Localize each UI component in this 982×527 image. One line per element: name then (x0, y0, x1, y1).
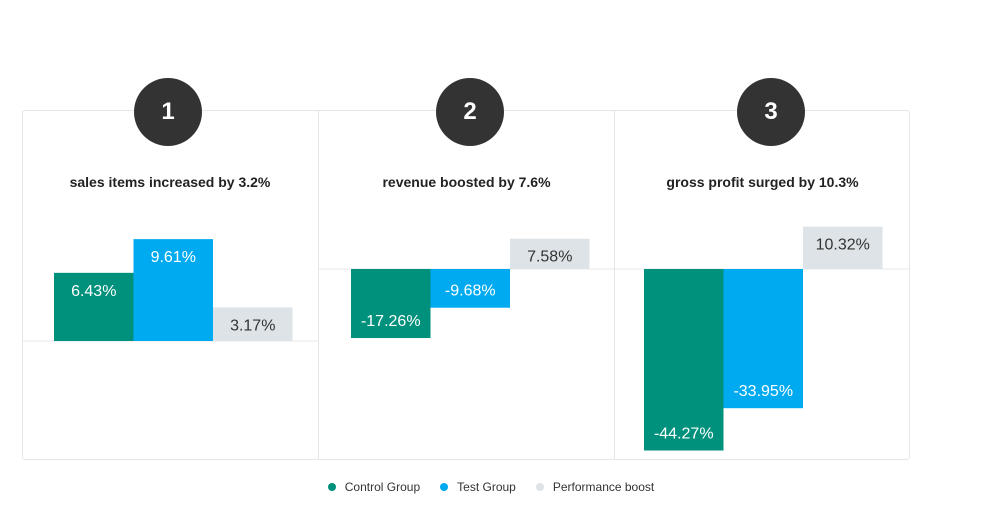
bar-2-control (351, 269, 431, 339)
legend-item-boost: Performance boost (535, 480, 655, 494)
legend-label-control: Control Group (344, 480, 421, 494)
bar-3-control (644, 269, 724, 451)
panel-title-3: gross profit surged by 10.3% (666, 174, 859, 190)
legend-label-test: Test Group (457, 480, 516, 494)
bar-label-1-control: 6.43% (71, 283, 116, 300)
panel-divider (318, 110, 319, 460)
panel-divider (614, 110, 615, 460)
bar-2-test (430, 269, 510, 308)
step-badge-2: 2 (436, 78, 504, 146)
legend-label-boost: Performance boost (552, 480, 655, 494)
legend-item-control: Control Group (327, 480, 421, 494)
bar-1-test (133, 239, 213, 341)
bar-1-boost (213, 307, 293, 341)
bar-label-3-boost: 10.32% (816, 237, 870, 254)
step-badge-3: 3 (737, 78, 805, 146)
panel-title-2: revenue boosted by 7.6% (382, 174, 551, 190)
bar-label-2-test: -9.68% (445, 283, 496, 300)
bar-label-2-boost: 7.58% (527, 249, 572, 266)
legend: Control Group Test Group Performance boo… (0, 480, 982, 494)
legend-swatch-control (327, 483, 336, 491)
bar-label-1-boost: 3.17% (230, 317, 275, 334)
legend-swatch-boost (535, 483, 544, 491)
bar-label-3-test: -33.95% (733, 383, 793, 400)
step-badge-1: 1 (134, 78, 202, 146)
bar-2-boost (510, 238, 590, 269)
bar-label-3-control: -44.27% (654, 426, 714, 443)
bar-1-control (54, 272, 134, 341)
bar-label-2-control: -17.26% (361, 313, 421, 330)
bar-label-1-test: 9.61% (151, 249, 196, 266)
bar-3-boost (803, 226, 883, 269)
panel-title-1: sales items increased by 3.2% (69, 174, 271, 190)
legend-item-test: Test Group (440, 480, 516, 494)
bar-3-test (723, 269, 803, 409)
legend-swatch-test (440, 483, 449, 491)
